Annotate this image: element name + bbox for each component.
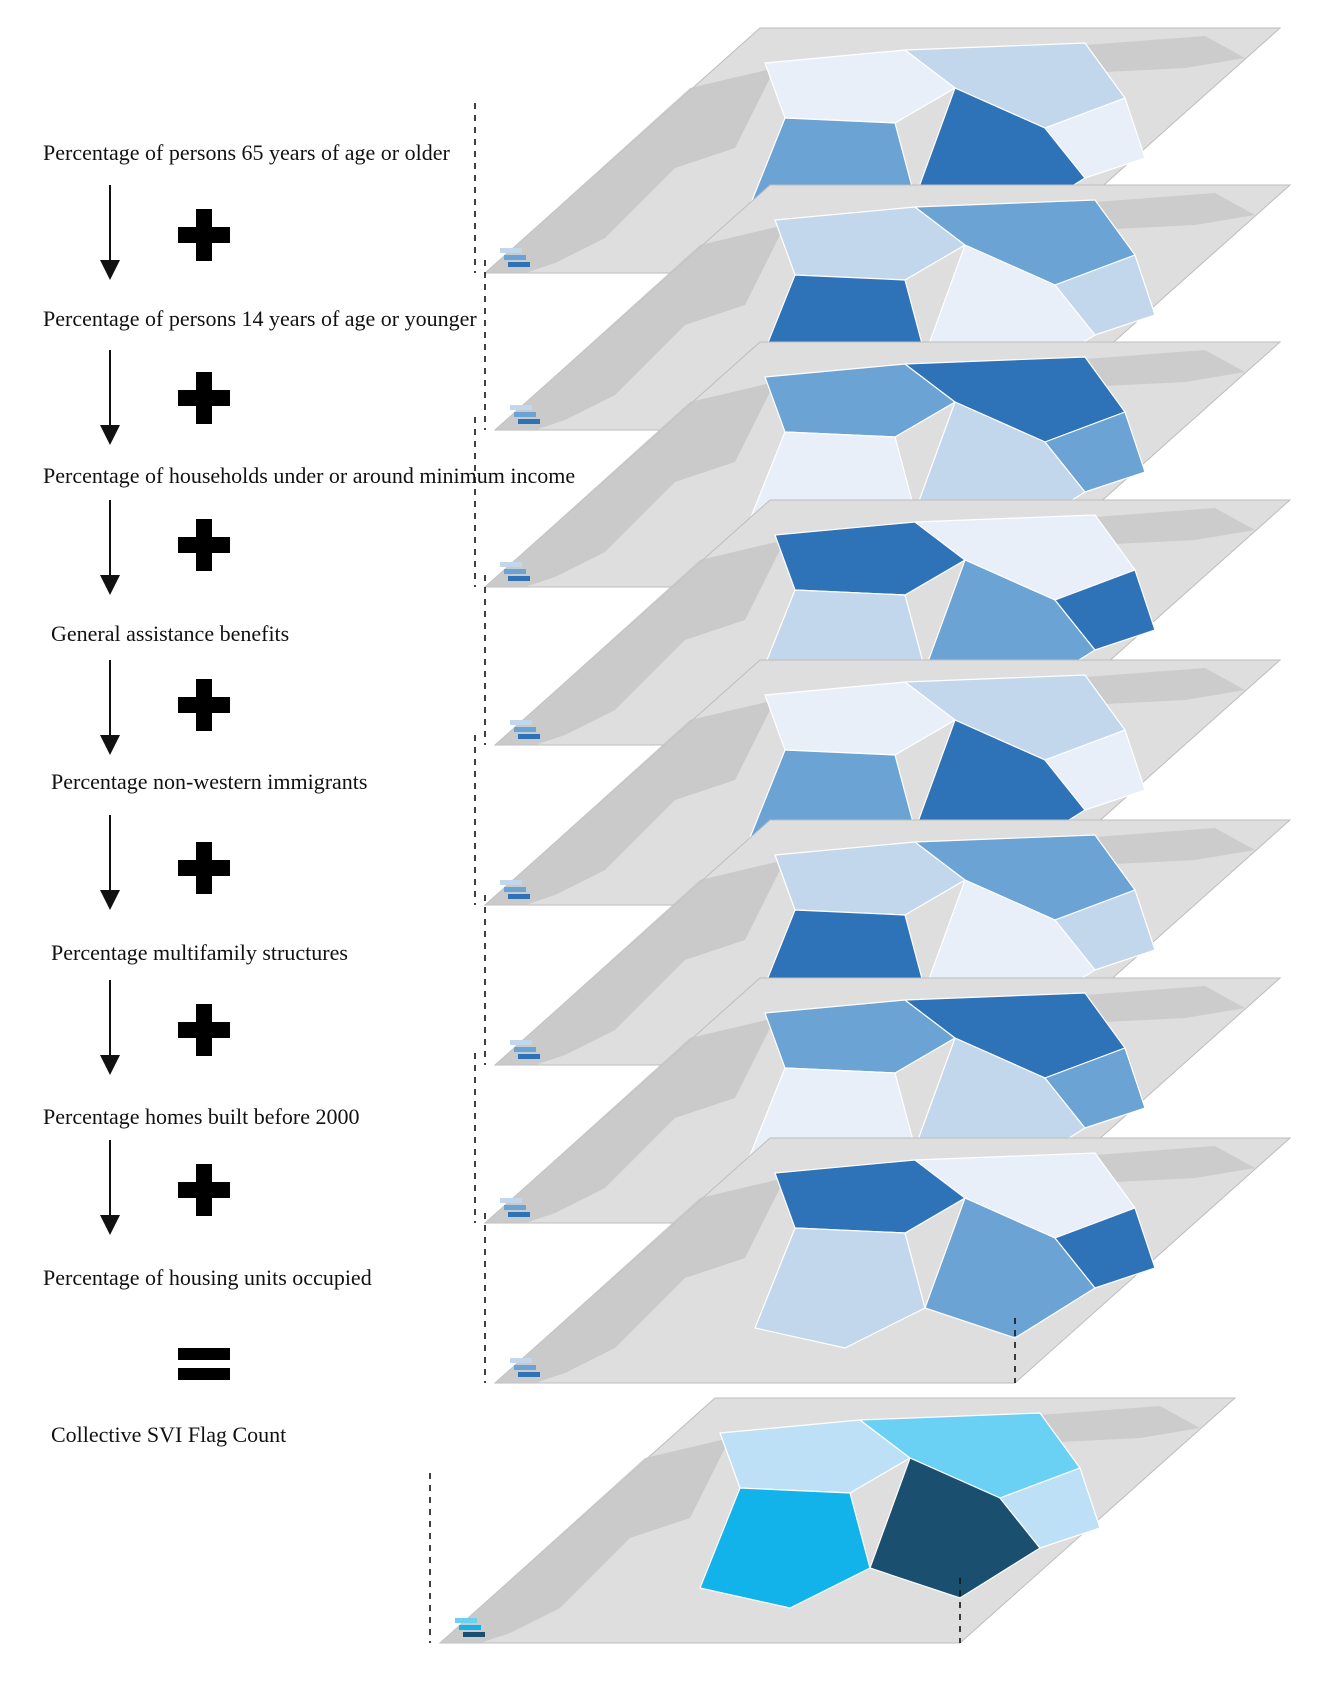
- legend-swatch: [500, 562, 522, 567]
- coastline-shape: [495, 540, 785, 745]
- district-shape: [1054, 569, 1156, 651]
- plus-icon: [178, 209, 230, 261]
- legend-swatch: [510, 1040, 532, 1045]
- district-shape: [764, 999, 957, 1074]
- legend-swatch: [510, 720, 532, 725]
- district-shape: [1044, 97, 1146, 179]
- legend-swatch: [518, 1054, 540, 1059]
- legend-swatch: [518, 1372, 540, 1377]
- district-shape: [774, 1159, 967, 1234]
- legend-swatch: [504, 887, 526, 892]
- step-label-assistance: General assistance benefits: [51, 621, 290, 646]
- legend-swatch: [504, 255, 526, 260]
- legend-swatch: [463, 1632, 485, 1637]
- plus-icon: [178, 842, 230, 894]
- district-shape: [699, 1487, 871, 1609]
- plus-icon: [178, 1004, 230, 1056]
- district-shape: [999, 1467, 1101, 1549]
- legend-swatch: [514, 1365, 536, 1370]
- coastline-shape: [485, 700, 775, 905]
- map-layer-2: [484, 184, 1292, 431]
- step-label-multifamily: Percentage multifamily structures: [51, 940, 348, 965]
- legend-swatch: [514, 1047, 536, 1052]
- result-label: Collective SVI Flag Count: [51, 1422, 287, 1447]
- step-label-homes-built: Percentage homes built before 2000: [43, 1104, 360, 1129]
- step-label-immigrants: Percentage non-western immigrants: [51, 769, 368, 794]
- equals-icon: [178, 1348, 230, 1380]
- legend-swatch: [510, 405, 532, 410]
- district-shape: [1044, 411, 1146, 493]
- coastline-shape: [485, 1018, 775, 1223]
- legend-swatch: [455, 1618, 477, 1623]
- legend-swatch: [510, 1358, 532, 1363]
- district-shape: [1054, 254, 1156, 336]
- plus-icon: [178, 679, 230, 731]
- coastline-shape: [495, 1178, 785, 1383]
- legend-swatch: [508, 262, 530, 267]
- coastline-shape: [440, 1438, 730, 1643]
- district-shape: [764, 49, 957, 124]
- coastline-shape: [485, 382, 775, 587]
- district-shape: [764, 363, 957, 438]
- district-shape: [1054, 889, 1156, 971]
- map-layer-4: [484, 499, 1292, 746]
- district-shape: [764, 681, 957, 756]
- plus-icon: [178, 372, 230, 424]
- district-shape: [1054, 1207, 1156, 1289]
- legend-swatch: [518, 419, 540, 424]
- district-shape: [774, 841, 967, 916]
- district-shape: [1044, 1047, 1146, 1129]
- legend-swatch: [514, 727, 536, 732]
- step-label-low-income: Percentage of households under or around…: [43, 463, 576, 488]
- legend-swatch: [459, 1625, 481, 1630]
- coastline-shape: [495, 860, 785, 1065]
- coastline-shape: [495, 225, 785, 430]
- legend-swatch: [500, 1198, 522, 1203]
- legend-swatch: [508, 576, 530, 581]
- legend-swatch: [500, 880, 522, 885]
- legend-swatch: [508, 894, 530, 899]
- district-shape: [774, 206, 967, 281]
- coastline-shape: [485, 68, 775, 273]
- legend-swatch: [518, 734, 540, 739]
- legend-swatch: [514, 412, 536, 417]
- district-shape: [1044, 729, 1146, 811]
- step-label-occupied: Percentage of housing units occupied: [43, 1265, 372, 1290]
- map-layer-8: [484, 1137, 1292, 1384]
- step-label-elderly: Percentage of persons 65 years of age or…: [43, 140, 450, 165]
- legend-swatch: [500, 248, 522, 253]
- plus-icon: [178, 1164, 230, 1216]
- district-shape: [754, 1227, 926, 1349]
- step-label-youth: Percentage of persons 14 years of age or…: [43, 306, 477, 331]
- map-layer-9: [429, 1397, 1237, 1644]
- legend-swatch: [504, 569, 526, 574]
- district-shape: [719, 1419, 912, 1494]
- legend-swatch: [508, 1212, 530, 1217]
- legend-swatch: [504, 1205, 526, 1210]
- district-shape: [774, 521, 967, 596]
- plus-icon: [178, 519, 230, 571]
